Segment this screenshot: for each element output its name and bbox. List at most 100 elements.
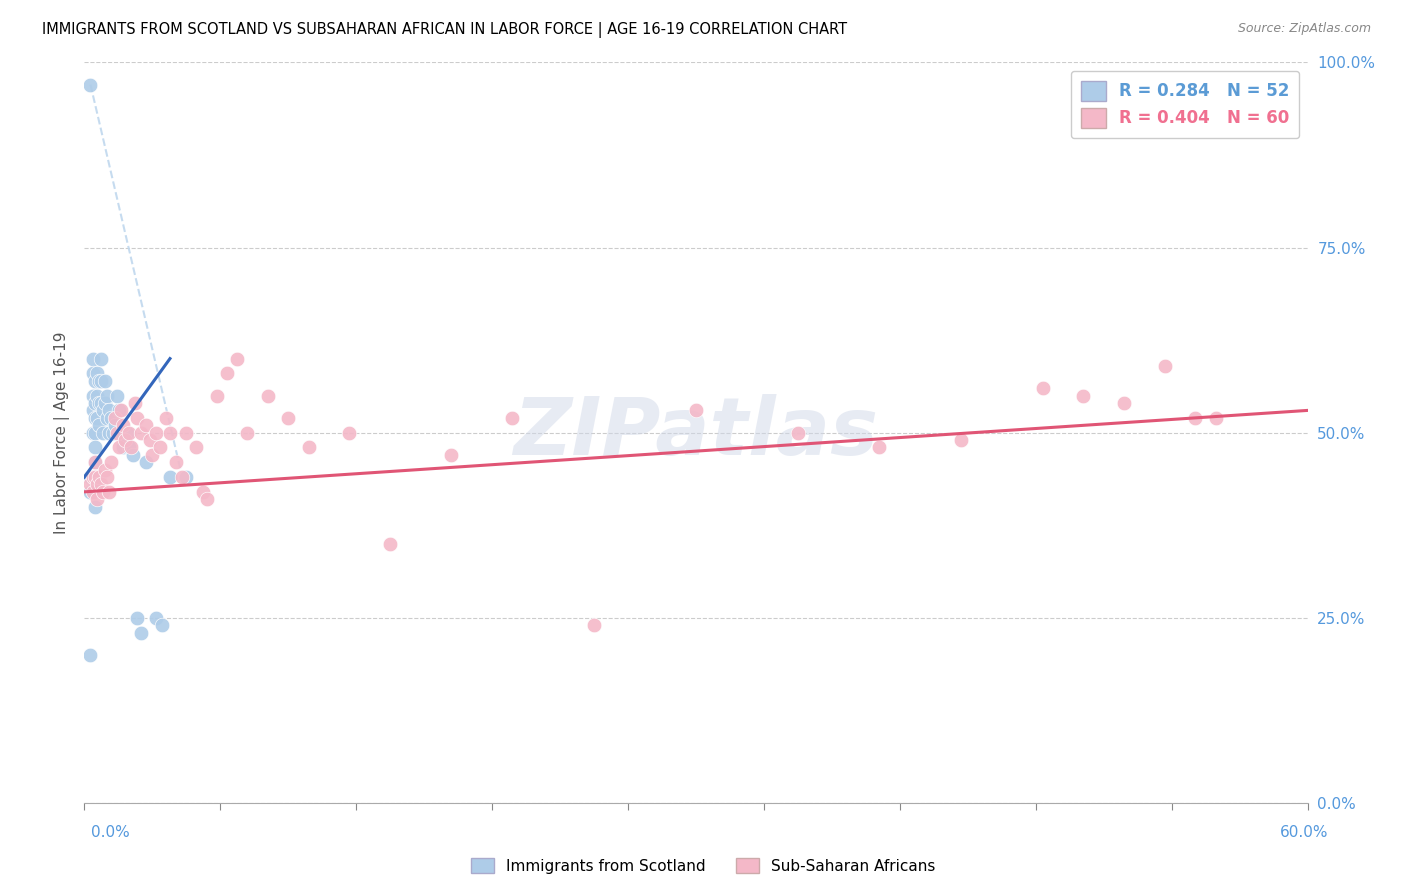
Point: [86, 492, 108, 507]
Point: [135, 455, 157, 469]
Point: [583, 618, 606, 632]
Point: [277, 410, 299, 425]
Point: [87, 418, 110, 433]
Point: [82, 425, 104, 440]
Point: [104, 418, 127, 433]
Point: [83, 455, 105, 469]
Point: [83, 441, 105, 455]
Point: [118, 441, 141, 455]
Point: [79, 484, 101, 499]
Point: [86, 367, 108, 381]
Point: [1114, 396, 1136, 410]
Point: [138, 433, 160, 447]
Point: [298, 441, 321, 455]
Point: [83, 410, 105, 425]
Text: ZIPatlas: ZIPatlas: [513, 393, 879, 472]
Point: [440, 448, 463, 462]
Point: [86, 477, 108, 491]
Point: [118, 425, 141, 440]
Point: [91, 403, 114, 417]
Point: [93, 463, 117, 477]
Point: [82, 484, 104, 499]
Point: [79, 477, 101, 491]
Point: [79, 78, 101, 92]
Point: [869, 441, 891, 455]
Point: [97, 484, 120, 499]
Point: [87, 470, 110, 484]
Point: [1205, 410, 1227, 425]
Point: [86, 389, 108, 403]
Point: [100, 410, 122, 425]
Point: [155, 410, 177, 425]
Point: [90, 374, 112, 388]
Point: [339, 425, 361, 440]
Point: [91, 425, 114, 440]
Point: [236, 425, 259, 440]
Point: [100, 455, 122, 469]
Point: [191, 484, 214, 499]
Point: [159, 425, 181, 440]
Point: [127, 611, 149, 625]
Point: [120, 441, 142, 455]
Text: IMMIGRANTS FROM SCOTLAND VS SUBSAHARAN AFRICAN IN LABOR FORCE | AGE 16-19 CORREL: IMMIGRANTS FROM SCOTLAND VS SUBSAHARAN A…: [42, 22, 848, 38]
Legend: Immigrants from Scotland, Sub-Saharan Africans: Immigrants from Scotland, Sub-Saharan Af…: [464, 852, 942, 880]
Point: [195, 492, 218, 507]
Point: [82, 351, 104, 366]
Point: [114, 433, 136, 447]
Point: [226, 351, 249, 366]
Point: [165, 455, 187, 469]
Point: [127, 410, 149, 425]
Point: [1184, 410, 1206, 425]
Point: [380, 537, 402, 551]
Point: [205, 389, 228, 403]
Point: [93, 396, 117, 410]
Point: [122, 448, 145, 462]
Point: [172, 470, 194, 484]
Point: [86, 410, 108, 425]
Text: 60.0%: 60.0%: [1281, 825, 1329, 840]
Point: [93, 374, 117, 388]
Point: [96, 410, 118, 425]
Point: [90, 351, 112, 366]
Point: [79, 648, 101, 662]
Text: 0.0%: 0.0%: [91, 825, 131, 840]
Point: [114, 433, 136, 447]
Point: [108, 441, 131, 455]
Point: [108, 403, 131, 417]
Point: [90, 477, 112, 491]
Point: [110, 403, 132, 417]
Point: [176, 470, 198, 484]
Point: [176, 425, 198, 440]
Point: [79, 470, 101, 484]
Point: [105, 425, 128, 440]
Point: [502, 410, 524, 425]
Y-axis label: In Labor Force | Age 16-19: In Labor Force | Age 16-19: [55, 331, 70, 534]
Point: [1032, 381, 1054, 395]
Point: [82, 389, 104, 403]
Point: [83, 470, 105, 484]
Point: [87, 396, 110, 410]
Point: [90, 396, 112, 410]
Point: [105, 389, 128, 403]
Point: [1154, 359, 1177, 373]
Point: [83, 455, 105, 469]
Point: [1073, 389, 1095, 403]
Point: [112, 441, 135, 455]
Point: [83, 500, 105, 514]
Point: [82, 470, 104, 484]
Point: [124, 396, 146, 410]
Point: [82, 403, 104, 417]
Point: [145, 425, 167, 440]
Point: [97, 403, 120, 417]
Point: [685, 403, 707, 417]
Point: [83, 477, 105, 491]
Point: [104, 410, 127, 425]
Point: [149, 441, 172, 455]
Point: [83, 374, 105, 388]
Point: [115, 425, 138, 440]
Point: [217, 367, 239, 381]
Point: [257, 389, 280, 403]
Point: [97, 425, 120, 440]
Point: [950, 433, 973, 447]
Point: [96, 470, 118, 484]
